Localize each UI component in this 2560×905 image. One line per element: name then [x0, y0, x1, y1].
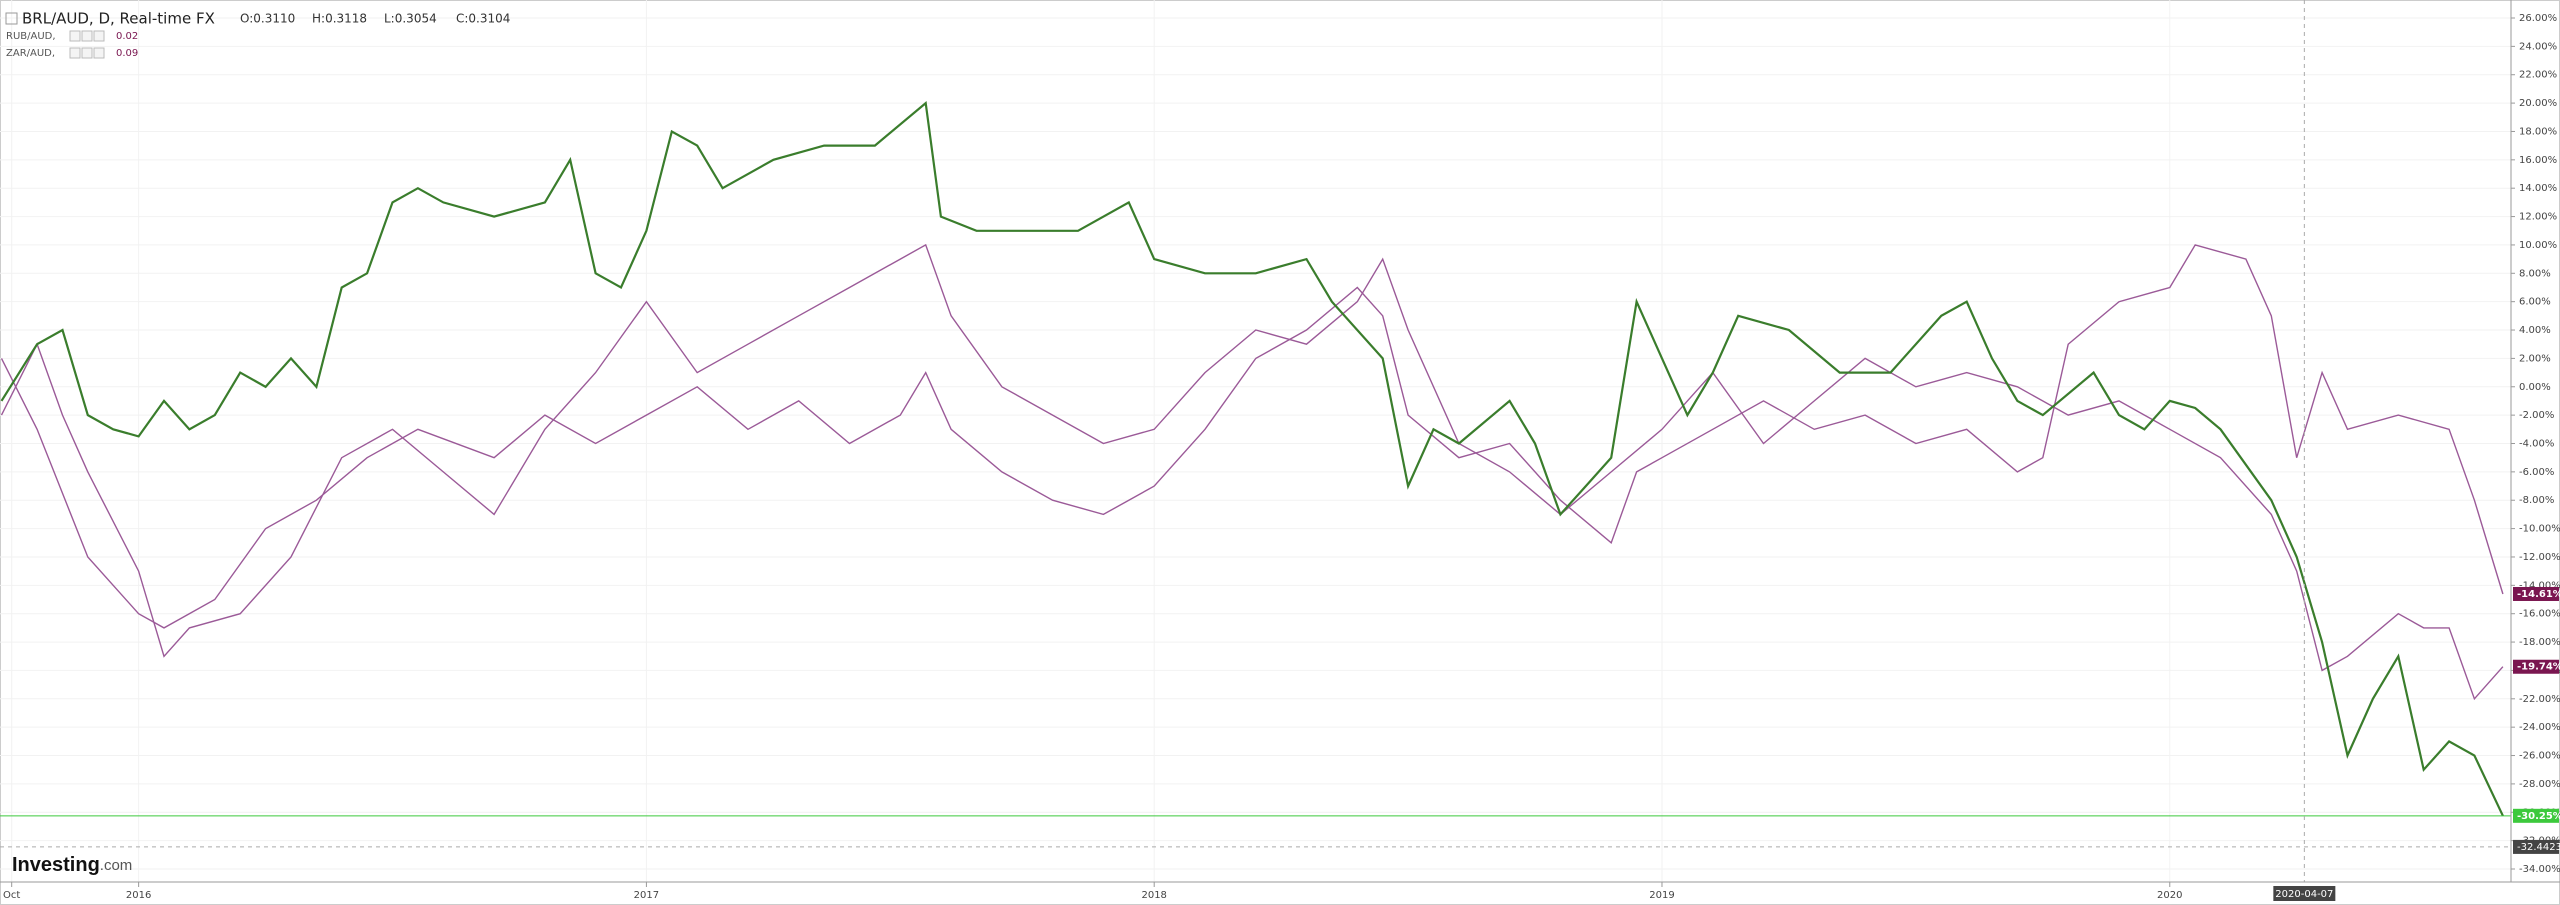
- y-tick-label: 14.00%: [2519, 183, 2557, 194]
- crosshair-date-tag: [2273, 886, 2336, 901]
- legend-title: BRL/AUD, D, Real-time FX: [22, 10, 215, 28]
- x-tick-label: 2016: [126, 890, 151, 901]
- x-tick-label: Oct: [3, 890, 20, 901]
- y-tick-label: 4.00%: [2519, 325, 2551, 336]
- y-tick-label: -10.00%: [2519, 524, 2560, 535]
- value-tag: [2513, 586, 2559, 601]
- value-tag: [2513, 808, 2559, 823]
- ohlc-value: O:0.3110: [240, 12, 295, 26]
- x-tick-label: 2020: [2157, 890, 2182, 901]
- y-tick-label: 26.00%: [2519, 13, 2557, 24]
- y-tick-label: -26.00%: [2519, 751, 2560, 762]
- legend-button[interactable]: [69, 47, 81, 59]
- y-tick-label: 12.00%: [2519, 212, 2557, 223]
- value-tag-label: -14.61%: [2517, 589, 2560, 600]
- legend-value: 0.09: [116, 48, 138, 59]
- value-tag-label: -30.25%: [2517, 811, 2560, 822]
- legend-entry[interactable]: ZAR/AUD,: [6, 48, 55, 59]
- y-tick-label: -12.00%: [2519, 552, 2560, 563]
- y-tick-label: -2.00%: [2519, 410, 2554, 421]
- series-line: [0, 244, 2504, 629]
- y-tick-label: -4.00%: [2519, 439, 2554, 450]
- crosshair-date: 2020-04-07: [2275, 889, 2333, 900]
- crosshair-value: -32.4423: [2517, 842, 2560, 853]
- logo: Investing.com: [12, 854, 132, 876]
- y-tick-label: 0.00%: [2519, 382, 2551, 393]
- logo-name: Investing: [12, 854, 100, 876]
- y-tick-label: -28.00%: [2519, 779, 2560, 790]
- y-tick-label: 10.00%: [2519, 240, 2557, 251]
- y-tick-label: -24.00%: [2519, 722, 2560, 733]
- y-tick-label: -16.00%: [2519, 609, 2560, 620]
- y-tick-label: -22.00%: [2519, 694, 2560, 705]
- ohlc-value: H:0.3118: [312, 12, 367, 26]
- series-line: [0, 243, 2504, 701]
- y-tick-label: -34.00%: [2519, 864, 2560, 875]
- y-tick-label: 24.00%: [2519, 41, 2557, 52]
- y-tick-label: 22.00%: [2519, 70, 2557, 81]
- x-tick-label: 2018: [1141, 890, 1166, 901]
- x-tick-label: 2019: [1649, 890, 1674, 901]
- series-line: [0, 100, 2504, 817]
- legend-button[interactable]: [93, 30, 105, 42]
- collapse-icon[interactable]: [5, 12, 18, 25]
- legend-button[interactable]: [81, 30, 93, 42]
- axes: 26.00% 24.00% 22.00% 20.00% 18.00% 16.00% 14.0…: [3, 13, 2560, 901]
- legend-button[interactable]: [93, 47, 105, 59]
- y-tick-label: 20.00%: [2519, 98, 2557, 109]
- y-tick-label: -6.00%: [2519, 467, 2554, 478]
- plot: [0, 0, 2511, 882]
- legend: BRL/AUD, D, Real-time FX O:0.3110 H:0.311…: [5, 10, 510, 59]
- ohlc-value: C:0.3104: [456, 12, 510, 26]
- legend-button[interactable]: [81, 47, 93, 59]
- y-tick-label: 8.00%: [2519, 268, 2551, 279]
- crosshair-value-tag: [2513, 839, 2559, 854]
- y-tick-label: 16.00%: [2519, 155, 2557, 166]
- legend-value: 0.02: [116, 31, 138, 42]
- value-tag-label: -19.74%: [2517, 662, 2560, 673]
- legend-button[interactable]: [69, 30, 81, 42]
- y-tick-label: -18.00%: [2519, 637, 2560, 648]
- legend-entry[interactable]: RUB/AUD,: [6, 31, 56, 42]
- y-tick-label: -8.00%: [2519, 495, 2554, 506]
- y-tick-label: 6.00%: [2519, 297, 2551, 308]
- value-tag: [2513, 659, 2559, 674]
- ohlc-value: L:0.3054: [384, 12, 437, 26]
- x-tick-label: 2017: [634, 890, 659, 901]
- logo-suffix: .com: [100, 857, 133, 874]
- y-tick-label: -14.00%: [2519, 580, 2560, 591]
- y-tick-label: 18.00%: [2519, 126, 2557, 137]
- y-tick-label: 2.00%: [2519, 353, 2551, 364]
